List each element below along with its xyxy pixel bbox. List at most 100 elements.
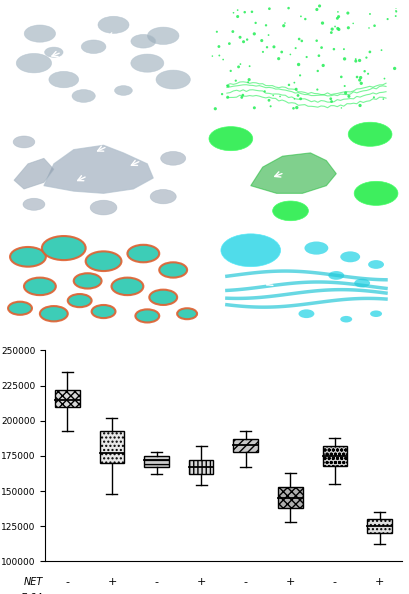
Point [335,25,342,34]
Circle shape [147,27,179,45]
Bar [189,460,213,474]
Text: +: + [374,593,383,594]
Text: +: + [374,577,383,587]
Point [352,54,358,64]
Circle shape [40,306,67,321]
Point [219,55,226,64]
Point [392,5,398,15]
Point [341,81,347,91]
Text: F: F [391,229,399,239]
Point [360,67,367,76]
Circle shape [13,136,35,148]
Point [293,103,299,112]
Point [267,102,273,111]
Circle shape [127,245,159,263]
Bar [144,456,169,467]
Point [328,97,334,106]
Circle shape [159,263,187,277]
Text: E-64: E-64 [21,593,43,594]
Point [263,43,270,52]
Point [265,30,271,40]
Point [349,18,355,28]
Point [364,69,371,78]
Point [290,78,297,87]
Point [292,43,298,53]
Point [319,61,326,70]
Circle shape [328,271,344,280]
Point [337,103,344,113]
Circle shape [81,40,106,53]
Point [245,75,252,84]
Circle shape [130,34,155,48]
Point [362,53,369,62]
Circle shape [353,279,369,287]
Point [262,21,269,30]
Point [335,12,341,21]
Point [344,23,351,33]
Point [330,45,336,54]
Point [229,27,236,36]
Circle shape [135,309,159,323]
Point [290,94,297,103]
Circle shape [339,251,359,263]
Point [371,21,377,30]
Point [265,96,272,105]
Point [215,42,222,51]
Circle shape [49,71,79,88]
Point [319,18,325,28]
Text: +: + [329,593,339,594]
Point [223,81,230,90]
Point [353,72,360,82]
Text: -: - [243,593,247,594]
Point [275,54,281,64]
Circle shape [8,302,32,315]
Circle shape [347,122,391,146]
Circle shape [72,90,95,102]
Text: -: - [243,577,247,587]
Point [298,36,304,46]
Circle shape [367,260,383,269]
Point [230,8,236,17]
Point [331,22,337,31]
Text: D: D [390,118,399,128]
Circle shape [155,70,190,89]
Point [294,91,301,100]
Point [296,71,303,80]
Circle shape [85,251,121,271]
Point [297,94,303,103]
Point [295,34,302,44]
Text: B: B [391,7,399,16]
Point [236,59,243,69]
Point [241,8,247,17]
Point [213,27,220,36]
Point [225,39,232,48]
Point [355,75,362,85]
Text: E: E [189,229,197,239]
Point [356,101,362,110]
Text: -: - [65,593,69,594]
Point [270,42,276,52]
Point [342,88,348,97]
Text: +: + [196,577,205,587]
Point [234,12,240,21]
Point [234,5,240,15]
Point [337,72,344,81]
Point [244,77,251,87]
Point [240,37,246,46]
Circle shape [272,201,308,221]
Point [243,35,250,45]
Point [248,7,254,17]
Circle shape [24,25,56,42]
Circle shape [160,151,185,165]
Point [366,10,372,19]
Point [380,74,387,83]
Point [209,51,215,61]
Point [327,94,333,103]
Circle shape [74,273,101,289]
Text: +: + [285,577,294,587]
Text: -: - [332,577,336,587]
Point [301,14,308,24]
Text: -: - [154,577,158,587]
Point [285,4,291,13]
Point [258,36,264,45]
